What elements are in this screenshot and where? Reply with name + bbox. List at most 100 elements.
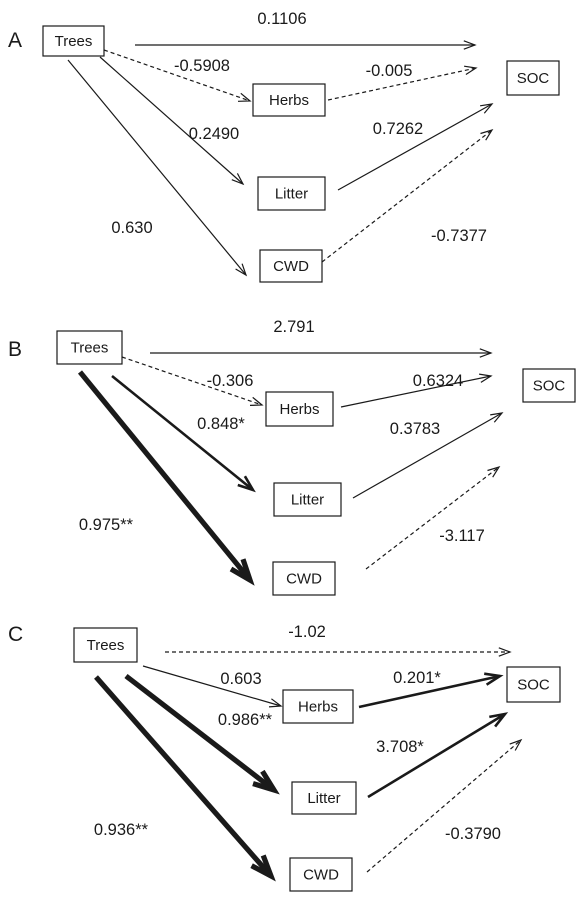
node-label: Trees [87, 637, 125, 654]
node-herbs: Herbs [252, 83, 326, 117]
path-coefficient-label: -0.7377 [431, 227, 487, 245]
node-box [257, 176, 326, 211]
path-coefficient-label: 0.201* [393, 669, 441, 687]
arrowhead-icon [252, 769, 280, 795]
edge-line [321, 129, 493, 263]
edge-trees-to-litter: 0.848* [111, 374, 256, 493]
edge-cwd-to-soc: -0.7377 [321, 128, 494, 263]
arrowhead-icon [237, 92, 252, 102]
edge-line [337, 103, 493, 191]
node-cwd: CWD [259, 249, 323, 283]
edge-line [111, 374, 254, 492]
path-coefficient-label: 0.3783 [390, 420, 440, 438]
node-box [291, 781, 357, 815]
path-coefficient-label: 0.986** [218, 711, 273, 729]
node-box [56, 330, 123, 365]
path-coefficient-label: 0.975** [79, 516, 134, 534]
node-label: Litter [275, 186, 308, 203]
node-box [73, 627, 138, 663]
node-label: Litter [307, 790, 340, 807]
edge-trees-to-soc: -1.02 [165, 623, 512, 657]
node-box [522, 368, 576, 403]
path-coefficient-label: -1.02 [288, 623, 326, 641]
edge-trees-to-herbs: -0.5908 [103, 49, 252, 102]
node-box [42, 25, 105, 57]
path-coefficient-label: 0.848* [197, 415, 245, 433]
arrowhead-icon [509, 738, 523, 751]
path-coefficient-label: 3.708* [376, 738, 424, 756]
edge-trees-to-herbs: -0.306 [121, 356, 264, 406]
edge-herbs-to-soc: 0.6324 [340, 372, 493, 408]
arrowhead-icon [489, 712, 509, 728]
node-trees: Trees [73, 627, 138, 663]
edge-line [340, 375, 492, 408]
edge-line [94, 675, 273, 878]
arrowhead-icon [479, 373, 493, 383]
edge-line [366, 739, 522, 873]
node-herbs: Herbs [282, 689, 354, 724]
node-label: SOC [517, 677, 550, 694]
arrowhead-icon [463, 40, 477, 50]
node-litter: Litter [273, 482, 342, 517]
arrowhead-icon [479, 348, 493, 358]
panel-c: C -1.02 0.603 0.201* 0.986** 3.708* 0.936** -0.… [8, 623, 561, 892]
node-cwd: CWD [289, 857, 353, 892]
path-coefficient-label: -0.3790 [445, 825, 501, 843]
edge-line [99, 56, 244, 185]
node-label: SOC [533, 378, 566, 395]
node-label: SOC [517, 70, 550, 87]
path-coefficient-label: 0.603 [220, 670, 261, 688]
node-litter: Litter [291, 781, 357, 815]
node-trees: Trees [56, 330, 123, 365]
edge-litter-to-soc: 0.7262 [337, 103, 494, 191]
node-soc: SOC [522, 368, 576, 403]
arrowhead-icon [480, 103, 494, 114]
node-label: CWD [303, 867, 339, 884]
node-cwd: CWD [272, 561, 336, 596]
arrowhead-icon [235, 263, 248, 277]
node-box [272, 561, 336, 596]
edge-line [365, 466, 500, 570]
node-label: Herbs [298, 699, 338, 716]
node-box [259, 249, 323, 283]
panel-b: B 2.791 -0.306 0.6324 0.848* 0.3783 0.975** -3.… [8, 318, 576, 596]
panel-letter: B [8, 338, 22, 361]
node-label: Herbs [269, 92, 309, 109]
panel-a: A 0.1106 -0.5908 -0.005 0.2490 0.7262 0.630 -0.… [8, 10, 560, 283]
node-trees: Trees [42, 25, 105, 57]
node-label: CWD [273, 258, 309, 275]
node-box [265, 391, 334, 427]
edge-cwd-to-soc: -0.3790 [366, 738, 523, 873]
edge-line [142, 665, 282, 707]
edge-trees-to-cwd: 0.936** [94, 675, 276, 882]
edge-litter-to-soc: 0.3783 [352, 412, 504, 499]
edge-litter-to-soc: 3.708* [367, 712, 509, 799]
edge-trees-to-litter: 0.2490 [99, 56, 245, 186]
node-label: CWD [286, 571, 322, 588]
edge-line [367, 712, 506, 799]
node-litter: Litter [257, 176, 326, 211]
node-box [506, 666, 561, 703]
arrowhead-icon [484, 672, 504, 686]
edge-line [352, 412, 503, 499]
edge-herbs-to-soc: -0.005 [327, 62, 478, 101]
node-box [282, 689, 354, 724]
edge-line [124, 673, 276, 793]
arrowhead-icon [480, 128, 494, 141]
edge-line [77, 370, 253, 582]
node-label: Litter [291, 492, 324, 509]
node-label: Herbs [279, 401, 319, 418]
node-box [273, 482, 342, 517]
arrowhead-icon [249, 396, 264, 406]
path-coefficient-label: -0.306 [207, 372, 254, 390]
arrowhead-icon [498, 647, 512, 657]
edge-herbs-to-soc: 0.201* [358, 669, 504, 709]
edge-trees-to-cwd: 0.630 [67, 59, 248, 277]
panel-letter: C [8, 623, 23, 646]
edge-line [103, 49, 251, 102]
node-label: Trees [71, 340, 109, 357]
edge-trees-to-cwd: 0.975** [77, 370, 255, 586]
path-coefficient-label: 0.2490 [189, 125, 239, 143]
